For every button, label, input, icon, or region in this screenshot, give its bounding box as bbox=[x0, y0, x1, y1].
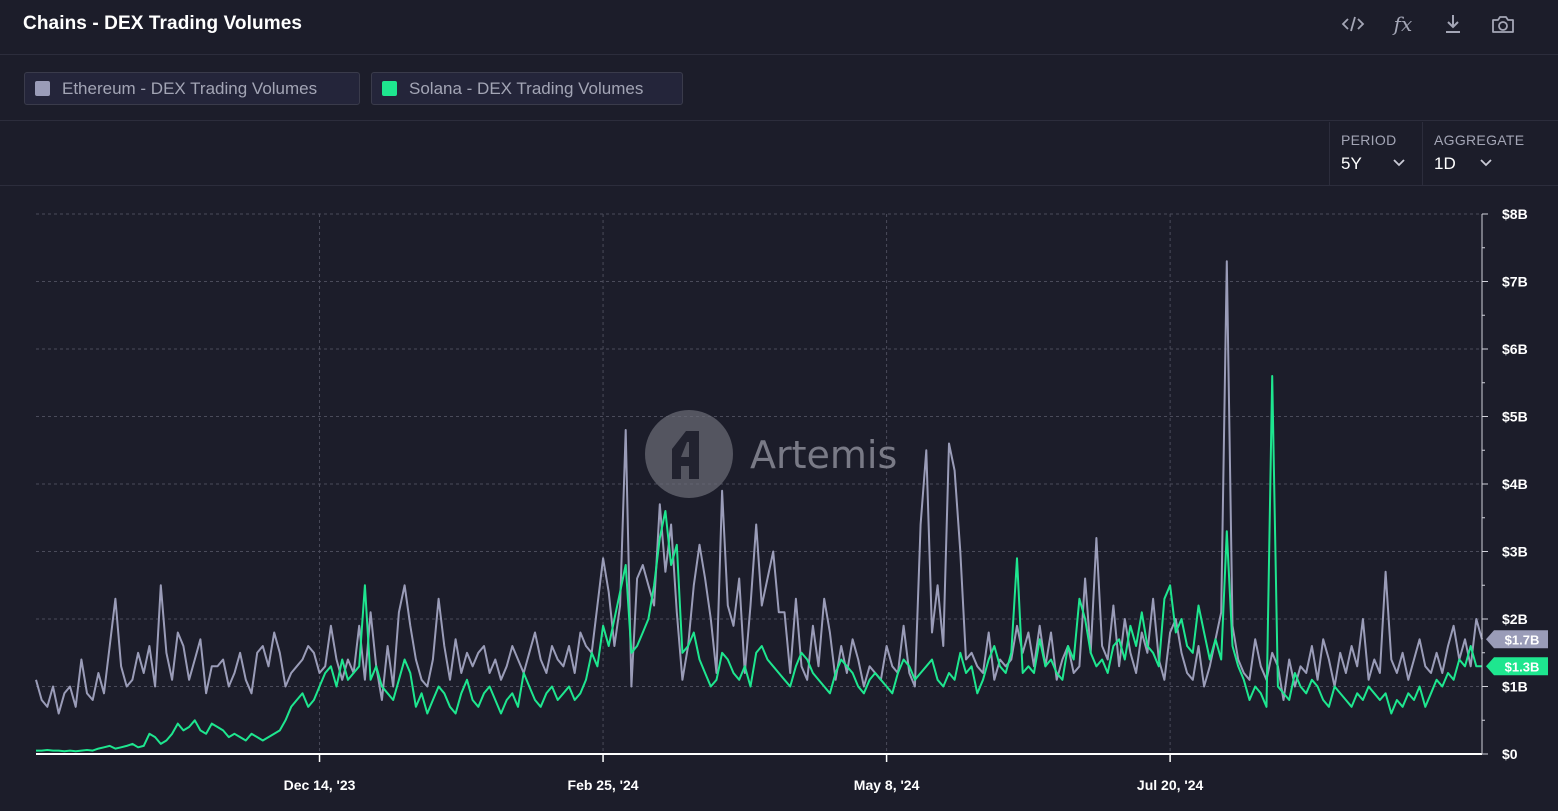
x-tick-label: Jul 20, '24 bbox=[1137, 777, 1204, 793]
aggregate-value: 1D bbox=[1434, 154, 1456, 173]
chart-controls: PERIOD 5Y AGGREGATE 1D bbox=[0, 122, 1558, 186]
chart-title: Chains - DEX Trading Volumes bbox=[23, 13, 303, 34]
code-icon bbox=[1341, 16, 1365, 32]
y-tick-label: $3B bbox=[1502, 544, 1528, 560]
last-value-badges: $1.7B $1.3B bbox=[1486, 630, 1548, 676]
chevron-down-icon bbox=[1393, 159, 1405, 167]
legend: Ethereum - DEX Trading Volumes Solana - … bbox=[0, 56, 1558, 121]
y-tick-label: $0 bbox=[1502, 746, 1518, 762]
legend-swatch-solana bbox=[382, 81, 397, 96]
panel-header: Chains - DEX Trading Volumes fx bbox=[0, 0, 1558, 55]
y-tick-label: $5B bbox=[1502, 409, 1528, 425]
period-select[interactable]: PERIOD 5Y bbox=[1329, 122, 1423, 186]
fx-icon: fx bbox=[1393, 12, 1413, 36]
legend-swatch-ethereum bbox=[35, 81, 50, 96]
series-line-ethereum bbox=[35, 260, 1483, 715]
toolbar: fx bbox=[1328, 10, 1528, 38]
screenshot-button[interactable] bbox=[1478, 10, 1528, 38]
x-tick-label: Dec 14, '23 bbox=[284, 777, 356, 793]
embed-code-button[interactable] bbox=[1328, 10, 1378, 38]
aggregate-select[interactable]: AGGREGATE 1D bbox=[1422, 122, 1558, 186]
y-tick-label: $8B bbox=[1502, 206, 1528, 222]
download-icon bbox=[1446, 15, 1460, 33]
x-tick-label: May 8, '24 bbox=[854, 777, 920, 793]
last-value-badge-solana bbox=[1486, 657, 1548, 676]
y-tick-label: $6B bbox=[1502, 341, 1528, 357]
artemis-logo-glyph bbox=[672, 431, 699, 479]
legend-item-ethereum[interactable]: Ethereum - DEX Trading Volumes bbox=[24, 72, 360, 105]
watermark-text: Artemis bbox=[750, 433, 897, 477]
gridlines bbox=[36, 213, 1482, 754]
download-button[interactable] bbox=[1428, 10, 1478, 38]
camera-icon bbox=[1492, 16, 1514, 33]
axes: $0 $1B $2B $3B $4B $5B $6B $7B $8B Dec 14, '23 Feb… bbox=[36, 206, 1528, 793]
y-tick-label: $4B bbox=[1502, 476, 1528, 492]
line-chart: Artemis $0 $1B $2B $3B $4B $5B $6B $7B $8B Dec 14… bbox=[35, 206, 1548, 793]
series-lines bbox=[35, 260, 1483, 753]
x-tick-label: Feb 25, '24 bbox=[568, 777, 639, 793]
chevron-down-icon bbox=[1480, 159, 1492, 167]
watermark: Artemis bbox=[645, 410, 897, 498]
y-tick-label: $7B bbox=[1502, 274, 1528, 290]
formula-button[interactable]: fx bbox=[1378, 10, 1428, 38]
last-value-label-ethereum: $1.7B bbox=[1505, 632, 1540, 647]
y-tick-label: $2B bbox=[1502, 611, 1528, 627]
chart-area: Artemis $0 $1B $2B $3B $4B $5B $6B $7B $8B Dec 14… bbox=[0, 187, 1558, 811]
y-tick-label: $1B bbox=[1502, 679, 1528, 695]
last-value-label-solana: $1.3B bbox=[1505, 659, 1540, 674]
aggregate-label: AGGREGATE bbox=[1434, 132, 1525, 148]
legend-label-solana: Solana - DEX Trading Volumes bbox=[409, 78, 644, 98]
last-value-badge-ethereum bbox=[1486, 630, 1548, 649]
legend-item-solana[interactable]: Solana - DEX Trading Volumes bbox=[371, 72, 683, 105]
series-line-solana bbox=[36, 375, 1482, 753]
period-label: PERIOD bbox=[1341, 132, 1397, 148]
period-value: 5Y bbox=[1341, 154, 1362, 173]
legend-label-ethereum: Ethereum - DEX Trading Volumes bbox=[62, 78, 318, 98]
